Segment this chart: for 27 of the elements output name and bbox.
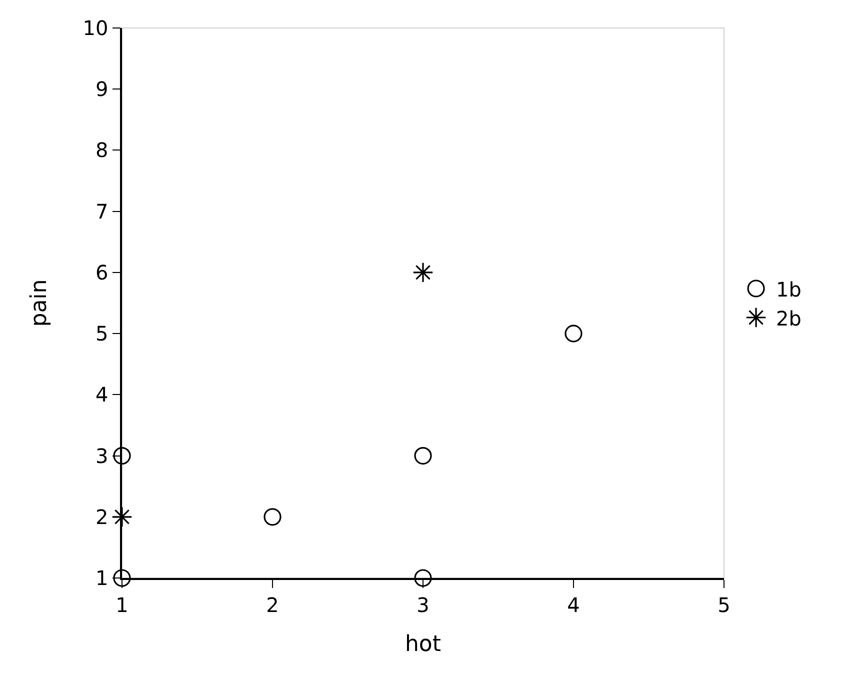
- y-axis-title: pain: [27, 279, 52, 327]
- x-tick-label: 4: [567, 592, 580, 617]
- x-tick-label: 3: [416, 592, 430, 617]
- x-axis-title: hot: [404, 632, 442, 658]
- point: [112, 506, 132, 528]
- point: [113, 569, 131, 587]
- y-tick-label: 10: [82, 16, 108, 40]
- point: [113, 446, 131, 465]
- y-tick-label: 9: [96, 77, 108, 102]
- legend-label: 1b: [776, 277, 802, 302]
- legend-label: 2b: [776, 306, 802, 330]
- point: [264, 508, 282, 526]
- y-tick-label: 7: [96, 199, 108, 224]
- point: [412, 262, 434, 283]
- y-tick-label: 1: [96, 566, 108, 590]
- y-tick-label: 4: [96, 382, 108, 407]
- x-tick-label: 2: [266, 592, 279, 617]
- x-tick-label: 1: [116, 592, 128, 617]
- x-tick-label: 5: [718, 592, 730, 617]
- point: [564, 324, 582, 342]
- y-tick-label: 3: [96, 444, 108, 468]
- y-tick-label: 6: [96, 260, 108, 284]
- y-tick-label: 2: [96, 504, 108, 529]
- y-tick-label: 8: [96, 138, 108, 162]
- point: [414, 446, 432, 465]
- point: [414, 569, 432, 587]
- y-tick-label: 5: [96, 322, 108, 346]
